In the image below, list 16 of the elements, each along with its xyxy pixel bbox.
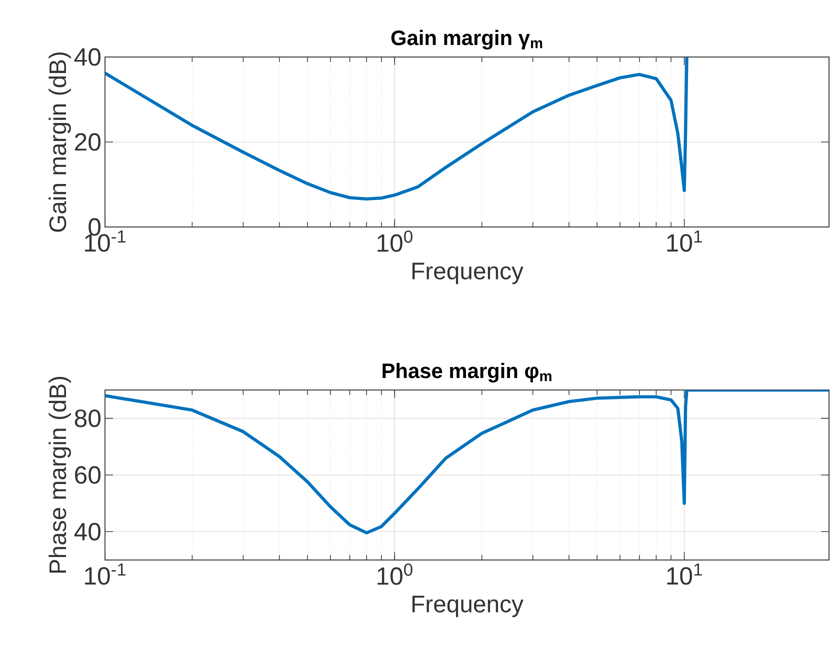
x-tick-label: 10$^{0}$ <box>378 230 412 252</box>
y-tick-label: 40 <box>74 522 101 540</box>
y-tick-label: 40 <box>74 48 101 66</box>
chart-title: Gain margin γ$_{m}$ <box>391 30 542 50</box>
y-tick-label: 20 <box>75 133 101 151</box>
chart-title: Phase margin φ$_{m}$ <box>382 362 552 382</box>
x-tick-label: 10$^{1}$ <box>667 230 702 252</box>
x-tick-label: 10$^{-1}$ <box>85 564 126 585</box>
y-axis-title: Phase margin (dB) <box>48 376 71 573</box>
y-tick-label: 80 <box>74 410 101 428</box>
x-axis-title: Frequency <box>412 262 524 284</box>
x-tick-label: 10$^{1}$ <box>667 564 702 585</box>
y-tick-label: 60 <box>75 466 101 484</box>
x-axis-title: Frequency <box>412 596 524 618</box>
x-tick-label: 10$^{0}$ <box>378 564 412 585</box>
y-axis-title: Gain margin (dB) <box>48 52 71 232</box>
